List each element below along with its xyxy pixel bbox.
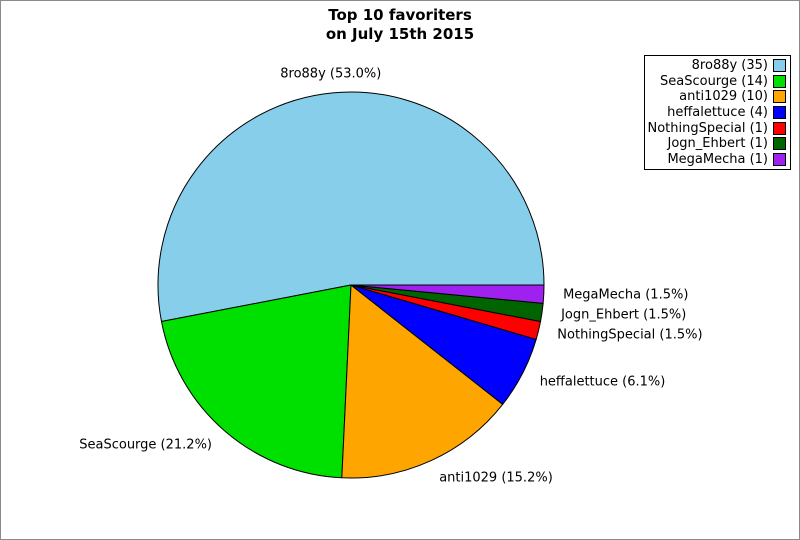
legend-swatch (773, 74, 786, 88)
legend-item-NothingSpecial: NothingSpecial (1) (647, 120, 786, 136)
slice-label-8ro88y: 8ro88y (53.0%) (280, 66, 382, 82)
pie-slice-8ro88y (157, 91, 545, 323)
slice-label-Jogn_Ehbert: Jogn_Ehbert (1.5%) (561, 307, 687, 323)
chart-title-line1: Top 10 favoriters (328, 6, 472, 24)
legend-swatch (773, 137, 786, 151)
legend-item-Jogn_Ehbert: Jogn_Ehbert (1) (649, 136, 786, 152)
chart-title: Top 10 favoriters on July 15th 2015 (1, 6, 799, 44)
legend-swatch (773, 59, 786, 73)
slice-label-SeaScourge: SeaScourge (21.2%) (79, 437, 212, 453)
legend-swatch (773, 90, 786, 104)
legend-label: NothingSpecial (1) (647, 120, 768, 136)
legend-label: anti1029 (10) (679, 89, 768, 105)
pie-slice-MegaMecha (350, 284, 545, 304)
legend: 8ro88y (35) SeaScourge (14) anti1029 (10) h… (644, 55, 791, 171)
legend-item-heffalettuce: heffalettuce (4) (649, 105, 786, 121)
legend-swatch (773, 152, 786, 166)
legend-label: Jogn_Ehbert (1) (667, 136, 768, 152)
pie-slice-SeaScourge (160, 284, 352, 479)
legend-item-SeaScourge: SeaScourge (14) (649, 74, 786, 90)
legend-item-anti1029: anti1029 (10) (649, 89, 786, 105)
legend-item-8ro88y: 8ro88y (35) (649, 58, 786, 74)
legend-label: 8ro88y (35) (691, 58, 768, 74)
legend-label: heffalettuce (4) (667, 105, 768, 121)
legend-swatch (773, 121, 786, 135)
slice-label-MegaMecha: MegaMecha (1.5%) (563, 287, 689, 303)
pie-slice-anti1029 (341, 284, 504, 479)
legend-swatch (773, 106, 786, 120)
chart-title-line2: on July 15th 2015 (325, 25, 475, 43)
slice-label-anti1029: anti1029 (15.2%) (439, 470, 553, 486)
legend-label: SeaScourge (14) (660, 73, 768, 89)
legend-label: MegaMecha (1) (667, 151, 768, 167)
slice-label-NothingSpecial: NothingSpecial (1.5%) (557, 327, 703, 343)
slice-label-heffalettuce: heffalettuce (6.1%) (539, 374, 666, 390)
legend-item-MegaMecha: MegaMecha (1) (649, 152, 786, 168)
